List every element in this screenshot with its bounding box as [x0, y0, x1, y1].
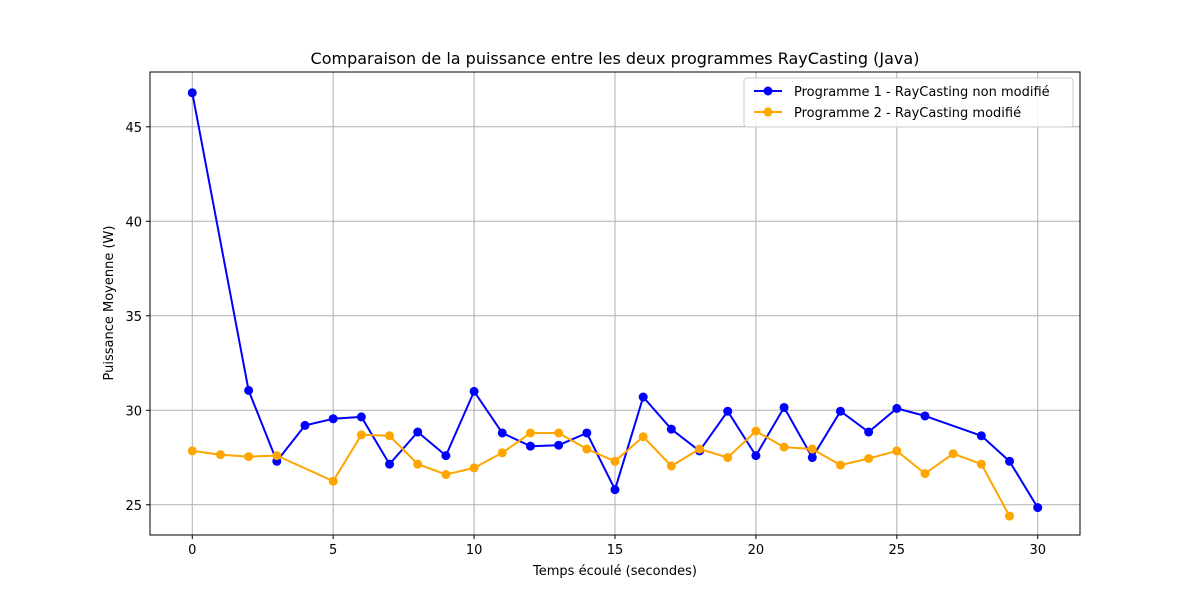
series-2-point	[328, 476, 338, 486]
series-2-point	[610, 456, 620, 466]
series-1-point	[723, 406, 733, 416]
legend-item: Programme 2 - RayCasting modifié	[754, 106, 1021, 121]
series-2-point	[638, 432, 648, 442]
series-2-point	[976, 459, 986, 469]
series-1-point	[385, 459, 395, 469]
series-2-point	[920, 469, 930, 479]
series-1-point	[610, 485, 620, 495]
series-1-point	[779, 402, 789, 412]
series-layer	[187, 88, 1043, 521]
series-1-point	[1005, 456, 1015, 466]
x-tick-label: 5	[329, 543, 337, 558]
series-2-point	[666, 461, 676, 471]
x-tick-label: 15	[607, 543, 624, 558]
x-axis: 0 5 10 15 20 25 30	[188, 535, 1046, 558]
series-2-point	[864, 453, 874, 463]
series-1-point	[413, 427, 423, 437]
series-1-point	[441, 451, 451, 461]
series-1-point	[864, 427, 874, 437]
series-2-point	[582, 444, 592, 454]
series-1-point	[300, 420, 310, 430]
series-2	[187, 426, 1015, 521]
series-1	[187, 88, 1043, 513]
series-2-point	[695, 444, 705, 454]
legend-marker	[763, 107, 773, 117]
series-2-point	[525, 428, 535, 438]
series-1-point	[892, 403, 902, 413]
series-1-point	[328, 414, 338, 424]
legend: Programme 1 - RayCasting non modifié Prog…	[743, 77, 1074, 128]
series-2-point	[413, 459, 423, 469]
series-2-point	[723, 453, 733, 463]
series-1-point	[638, 392, 648, 402]
series-2-point	[779, 442, 789, 452]
series-1-point	[469, 386, 479, 396]
legend-box	[743, 77, 1074, 128]
series-1-point	[244, 385, 254, 395]
legend-marker	[763, 86, 773, 96]
series-2-point	[272, 451, 282, 461]
legend-item: Programme 1 - RayCasting non modifié	[754, 85, 1050, 100]
series-1-point	[1033, 503, 1043, 513]
series-1-point	[835, 406, 845, 416]
legend-label: Programme 2 - RayCasting modifié	[794, 106, 1021, 121]
x-tick-label: 10	[466, 543, 483, 558]
series-1-point	[554, 440, 564, 450]
series-2-point	[751, 426, 761, 436]
chart-title: Comparaison de la puissance entre les de…	[311, 49, 920, 68]
series-2-point	[835, 460, 845, 470]
series-2-point	[441, 470, 451, 480]
series-2-point	[497, 448, 507, 458]
series-1-point	[976, 431, 986, 441]
series-2-point	[807, 444, 817, 454]
series-1-point	[525, 441, 535, 451]
legend-label: Programme 1 - RayCasting non modifié	[794, 85, 1050, 100]
series-1-point	[920, 411, 930, 421]
series-2-point	[215, 450, 225, 460]
grid	[150, 72, 1080, 535]
series-1-point	[497, 428, 507, 438]
series-1-point	[187, 88, 197, 98]
y-tick-label: 35	[125, 310, 142, 325]
y-tick-label: 40	[125, 215, 142, 230]
y-axis-label: Puissance Moyenne (W)	[102, 226, 117, 381]
x-tick-label: 25	[889, 543, 906, 558]
series-2-point	[469, 463, 479, 473]
y-tick-label: 30	[125, 404, 142, 419]
y-tick-label: 45	[125, 121, 142, 136]
series-2-point	[356, 430, 366, 440]
series-2-point	[385, 431, 395, 441]
x-tick-label: 30	[1029, 543, 1046, 558]
series-2-point	[892, 446, 902, 456]
series-1-point	[807, 453, 817, 463]
x-axis-label: Temps écoulé (secondes)	[532, 564, 697, 579]
series-2-point	[554, 428, 564, 438]
y-axis: 25 30 35 40 45	[125, 121, 150, 514]
series-1-point	[356, 412, 366, 422]
x-tick-label: 20	[748, 543, 765, 558]
series-2-point	[244, 452, 254, 462]
y-tick-label: 25	[125, 499, 142, 514]
series-2-point	[187, 446, 197, 456]
series-1-point	[666, 424, 676, 434]
series-2-point	[1005, 511, 1015, 521]
series-2-point	[948, 449, 958, 459]
series-1-point	[582, 428, 592, 438]
series-1-point	[751, 451, 761, 461]
x-tick-label: 0	[188, 543, 196, 558]
